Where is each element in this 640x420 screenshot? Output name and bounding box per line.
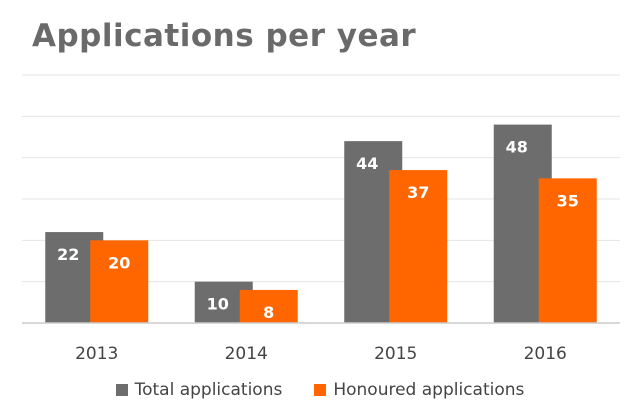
legend-item-honoured: Honoured applications — [314, 380, 524, 400]
legend-label-total: Total applications — [134, 380, 283, 400]
data-label-honoured-2014: 8 — [263, 303, 274, 322]
x-tick-label-2014: 2014 — [225, 344, 268, 364]
bars — [45, 124, 597, 323]
x-tick-labels: 2013 2014 2015 2016 — [75, 344, 567, 364]
data-label-honoured-2013: 20 — [108, 253, 130, 272]
legend-label-honoured: Honoured applications — [333, 380, 525, 400]
data-label-total-2013: 22 — [57, 245, 79, 264]
data-label-honoured-2016: 35 — [557, 191, 579, 210]
data-label-total-2014: 10 — [207, 295, 229, 314]
bar-honoured-2013 — [90, 240, 149, 323]
bar-honoured-2016 — [538, 178, 597, 323]
bar-honoured-2015 — [389, 170, 448, 323]
legend: Total applications Honoured applications — [0, 380, 640, 400]
x-tick-label-2013: 2013 — [75, 344, 118, 364]
data-label-total-2015: 44 — [356, 154, 378, 173]
data-labels: 22 20 10 8 44 37 48 35 — [57, 138, 579, 322]
x-tick-label-2016: 2016 — [524, 344, 567, 364]
legend-swatch-honoured — [314, 384, 327, 396]
chart-title: Applications per year — [32, 18, 417, 54]
data-label-honoured-2015: 37 — [407, 183, 429, 202]
legend-item-total: Total applications — [115, 380, 283, 400]
legend-swatch-total — [115, 384, 128, 396]
bar-honoured-2014 — [239, 289, 298, 323]
data-label-total-2016: 48 — [506, 138, 528, 157]
x-tick-label-2015: 2015 — [374, 344, 417, 364]
